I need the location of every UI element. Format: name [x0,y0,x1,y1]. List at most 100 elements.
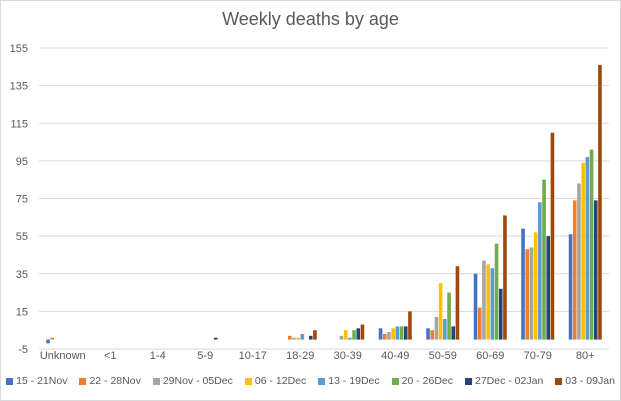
x-tick-label: 40-49 [381,350,409,362]
x-tick-label: 60-69 [476,350,504,362]
legend-label: 27Dec - 02Jan [475,375,544,387]
bar [430,330,435,340]
legend-swatch [79,377,87,385]
bar [399,326,404,340]
legend-label: 22 - 28Nov [89,375,141,387]
legend-item: 29Nov - 05Dec [152,375,233,387]
bar [581,162,585,340]
bar [403,326,408,340]
x-tick-label: 70-79 [524,350,552,362]
gridlines [39,47,609,350]
legend-swatch [152,377,160,385]
x-tick-label: 30-39 [334,350,362,362]
bar [593,200,598,340]
legend-item: 20 - 26Dec [391,375,453,387]
y-tick-label: -5 [18,344,28,356]
bar [434,317,439,340]
y-tick-label: 35 [16,269,28,281]
legend-label: 29Nov - 05Dec [162,375,233,387]
chart-title: Weekly deaths by age [222,9,399,29]
bar [589,149,594,340]
bar [46,339,50,344]
bar [339,335,344,340]
bar [503,215,507,340]
bar [550,132,555,340]
bar [287,335,292,340]
bar [300,333,305,340]
legend-swatch [465,377,472,385]
bar [213,337,218,340]
bar [356,328,361,340]
bar [395,326,400,340]
legend-swatch [6,377,14,385]
bar [296,337,300,340]
bar [525,249,530,340]
legend: 15 - 21Nov 22 - 28Nov 29Nov - 05Dec 06 - 12… [1,375,620,387]
x-tick-label: 50-59 [429,350,457,362]
bar [387,332,391,340]
x-tick-label: 80+ [576,350,595,362]
bar [426,328,430,340]
y-tick-label: 75 [16,194,28,206]
legend-item: 06 - 12Dec [244,375,307,387]
bar [568,234,573,340]
x-tick-label: 1-4 [150,350,166,362]
legend-label: 15 - 21Nov [16,375,68,387]
legend-item: 13 - 19Dec [318,375,380,387]
bar [482,260,486,340]
y-tick-label: 155 [10,43,28,55]
legend-item: 03 - 09Jan [555,375,615,387]
bar [572,200,577,340]
legend-label: 20 - 26Dec [401,375,453,387]
bar [313,330,317,340]
bar [529,247,534,340]
bar [438,283,443,340]
x-tick-label: Unknown [40,350,86,362]
legend-label: 06 - 12Dec [254,375,307,387]
y-tick-label: 115 [10,118,28,130]
bar [348,337,352,340]
bar [473,273,478,340]
bar [408,311,412,340]
x-tick-label: 18-29 [286,350,314,362]
bar [455,266,460,340]
legend-label: 03 - 09Jan [565,375,615,387]
y-tick-label: 135 [10,81,28,93]
legend-swatch [391,377,399,385]
bar [477,307,482,340]
bar [498,288,503,340]
bar [360,324,365,340]
legend-item: 15 - 21Nov [6,375,67,387]
legend-swatch [244,377,252,385]
legend-label: 13 - 19Dec [328,375,380,387]
bar [490,268,495,340]
bar [585,157,590,340]
y-tick-label: 55 [16,231,28,243]
bar [494,243,499,340]
bar [542,179,546,340]
legend-item: 22 - 28Nov [79,375,141,387]
bar [577,183,581,340]
bars [46,64,602,344]
y-tick-label: 15 [16,306,28,318]
bar [443,318,447,340]
x-axis-ticks: Unknown <1 1-4 5-9 10-17 18-29 30-39 40-49 50-59… [40,350,595,362]
bar [533,232,538,340]
y-tick-label: 95 [16,156,28,168]
bar [598,64,602,340]
x-tick-label: 10-17 [239,350,267,362]
bar [308,335,313,340]
x-tick-label: 5-9 [197,350,213,362]
y-axis-ticks: -5 15 35 55 75 95 115 135 155 [10,43,28,356]
legend-item: 27Dec - 02Jan [465,375,543,387]
bar [521,228,525,340]
bar [391,328,395,340]
bar [538,202,542,340]
bar [378,328,383,340]
legend-swatch [555,377,563,385]
bar [292,337,296,340]
bar [352,330,356,340]
bar [546,236,551,340]
